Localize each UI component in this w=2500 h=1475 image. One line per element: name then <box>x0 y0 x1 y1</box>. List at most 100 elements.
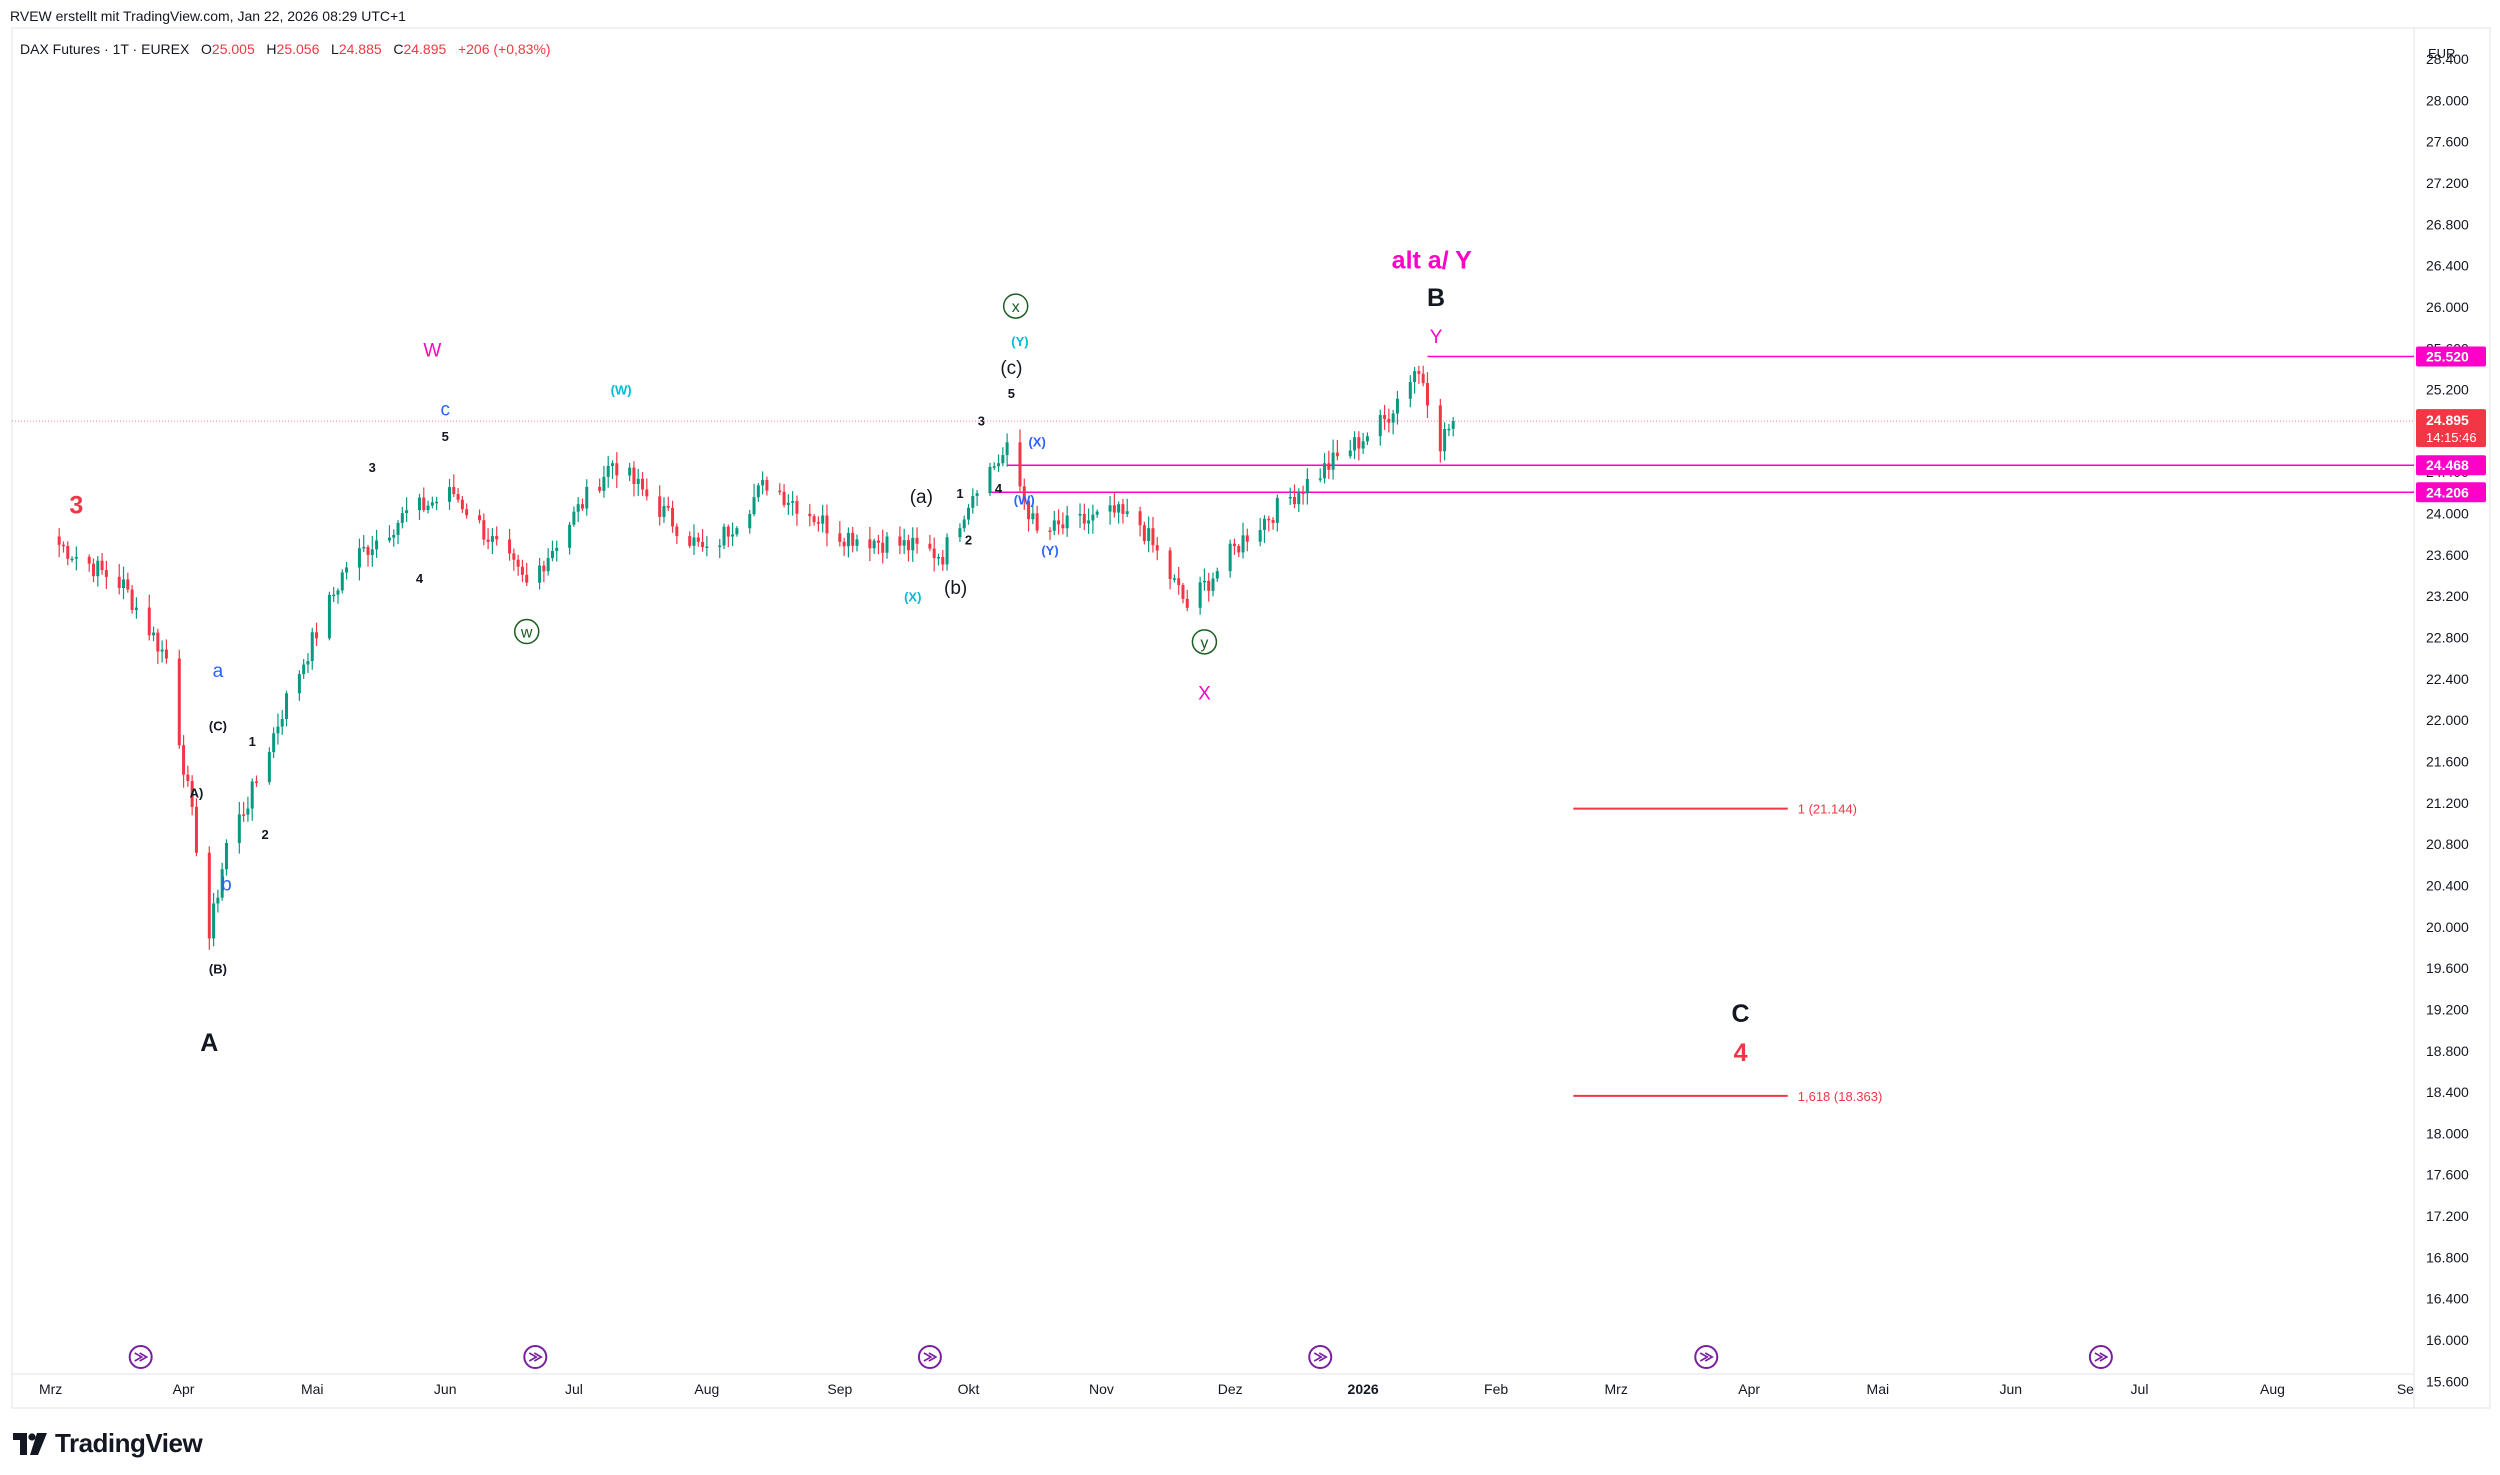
wave-label-5: b <box>221 875 232 896</box>
candle-body-35 <box>267 752 271 783</box>
candle-body-1 <box>61 544 65 547</box>
level-badge-3 <box>2416 482 2486 503</box>
candle-body-226 <box>1413 371 1417 382</box>
candle-body-123 <box>791 501 795 503</box>
candle-body-73 <box>490 536 494 542</box>
candle-body-27 <box>216 897 220 904</box>
candle-body-205 <box>1288 496 1292 499</box>
candle-body-30 <box>237 814 241 843</box>
candle-body-118 <box>761 479 765 486</box>
candle-body-26 <box>212 903 216 939</box>
candle-body-159 <box>1005 442 1009 456</box>
price-tick-31: 16.000 <box>2426 1332 2469 1348</box>
candle-body-62 <box>426 505 430 511</box>
candle-body-20 <box>177 658 181 746</box>
price-tick-32: 15.600 <box>2426 1373 2469 1389</box>
wave-label-2: a <box>213 661 224 682</box>
wave-label-3: (C) <box>209 718 227 733</box>
candle-body-217 <box>1357 437 1361 449</box>
countdown-label: 14:15:46 <box>2426 430 2477 445</box>
price-tick-0: 28.400 <box>2426 51 2469 67</box>
candle-body-171 <box>1082 513 1086 524</box>
candle-body-207 <box>1297 492 1301 505</box>
time-tick-9: Dez <box>1218 1381 1243 1397</box>
candle-body-97 <box>636 478 640 485</box>
candle-body-10 <box>117 576 121 589</box>
candle-body-12 <box>126 579 130 590</box>
candle-body-87 <box>576 504 580 512</box>
event-marker-arrow-4 <box>1699 1352 1714 1362</box>
candle-body-63 <box>430 502 434 506</box>
candle-body-189 <box>1185 598 1189 608</box>
candle-body-85 <box>568 524 572 548</box>
chart-credit: RVEW erstellt mit TradingView.com, Jan 2… <box>10 8 406 24</box>
candle-body-172 <box>1087 520 1091 524</box>
price-tick-17: 21.600 <box>2426 753 2469 769</box>
candle-body-194 <box>1215 571 1219 579</box>
candle-body-5 <box>87 556 91 564</box>
tradingview-logo[interactable]: TradingView <box>13 1428 203 1459</box>
candle-body-24 <box>194 806 198 853</box>
time-tick-1: Apr <box>173 1381 195 1397</box>
candle-body-105 <box>688 536 692 546</box>
wave-label-19: 1 <box>956 486 963 501</box>
candle-body-101 <box>662 505 666 517</box>
event-marker-arrow-1 <box>528 1352 543 1362</box>
wave-label-4: A) <box>190 786 204 801</box>
candle-body-230 <box>1438 405 1442 452</box>
candle-body-19 <box>164 649 168 659</box>
candle-body-128 <box>821 515 825 524</box>
event-marker-arrow-0 <box>134 1352 149 1362</box>
candle-body-81 <box>542 565 546 572</box>
candle-body-141 <box>902 540 906 546</box>
candle-body-131 <box>842 541 846 547</box>
candle-body-36 <box>272 733 276 753</box>
wave-label-23: 5 <box>1008 386 1015 401</box>
candle-body-224 <box>1395 398 1399 414</box>
candle-body-4 <box>74 556 78 559</box>
candle-body-25 <box>207 852 211 939</box>
symbol-legend[interactable]: DAX Futures · 1T · EUREX O25.005 H25.056… <box>20 41 551 57</box>
price-tick-24: 18.800 <box>2426 1043 2469 1059</box>
time-tick-10: 2026 <box>1348 1381 1379 1397</box>
close-label: C <box>393 41 404 57</box>
candle-body-47 <box>336 590 340 595</box>
candle-body-126 <box>812 516 816 523</box>
candle-body-198 <box>1241 535 1245 553</box>
time-tick-17: Aug <box>2260 1381 2285 1397</box>
candle-body-54 <box>375 540 379 550</box>
currency-label: EUR <box>2428 46 2455 61</box>
candle-body-231 <box>1443 429 1447 452</box>
candle-body-116 <box>752 497 756 515</box>
candle-body-149 <box>945 537 949 565</box>
price-tick-6: 26.000 <box>2426 299 2469 315</box>
time-tick-15: Jun <box>2000 1381 2023 1397</box>
candle-body-146 <box>932 548 936 559</box>
time-tick-4: Jul <box>565 1381 583 1397</box>
candle-body-154 <box>975 493 979 497</box>
time-tick-8: Nov <box>1089 1381 1114 1397</box>
price-tick-1: 28.000 <box>2426 92 2469 108</box>
wave-label-24: (c) <box>1000 358 1022 379</box>
price-tick-12: 23.600 <box>2426 547 2469 563</box>
price-tick-21: 20.000 <box>2426 919 2469 935</box>
candle-body-132 <box>846 532 850 547</box>
candle-body-124 <box>795 501 799 514</box>
candle-body-208 <box>1301 492 1305 494</box>
time-tick-5: Aug <box>694 1381 719 1397</box>
current-price-label: 24.895 <box>2426 412 2469 428</box>
wave-label-9: 3 <box>369 460 376 475</box>
low-label: L <box>331 41 339 57</box>
time-tick-14: Mai <box>1867 1381 1890 1397</box>
candle-body-61 <box>422 497 426 511</box>
price-tick-22: 19.600 <box>2426 960 2469 976</box>
candle-body-115 <box>748 514 752 529</box>
fib-label-0: 1 (21.144) <box>1798 802 1857 817</box>
high-label: H <box>266 41 277 57</box>
price-tick-4: 26.800 <box>2426 216 2469 232</box>
candle-body-23 <box>190 781 194 807</box>
candle-body-79 <box>525 574 529 583</box>
candle-body-200 <box>1258 529 1262 542</box>
candle-body-46 <box>332 594 336 597</box>
